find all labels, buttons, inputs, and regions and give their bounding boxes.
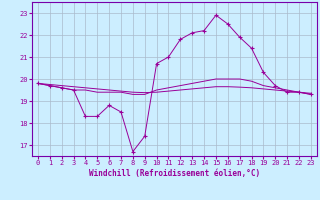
X-axis label: Windchill (Refroidissement éolien,°C): Windchill (Refroidissement éolien,°C) [89, 169, 260, 178]
